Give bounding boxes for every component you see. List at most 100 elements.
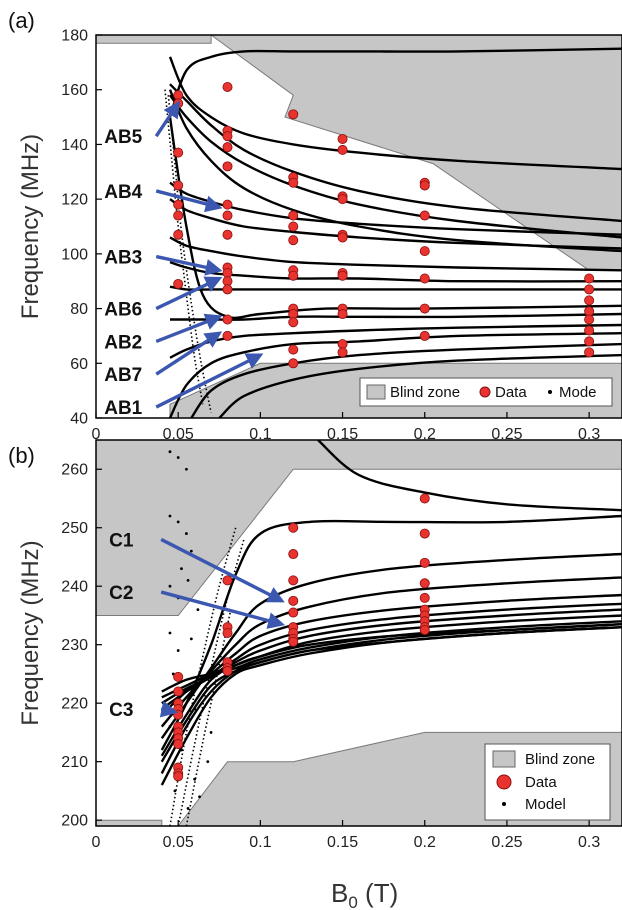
mode-curve [169, 198, 622, 250]
legend-label: Data [495, 384, 527, 401]
mode-curve [161, 620, 622, 693]
legend-swatch-mode [548, 390, 552, 394]
data-point [419, 273, 430, 284]
y-tick-label: 100 [61, 246, 88, 263]
data-point [419, 625, 430, 636]
model-point [168, 584, 172, 588]
legend-label: Blind zone [390, 384, 460, 401]
x-axis-label-unit: (T) [358, 878, 398, 908]
data-point [419, 578, 430, 589]
legend-label: Blind zone [525, 751, 595, 768]
mode-curve [168, 56, 622, 171]
data-point [288, 210, 299, 221]
callout-arrow [155, 189, 223, 213]
x-tick-label: 0.05 [163, 426, 194, 443]
data-point [288, 221, 299, 232]
data-point [288, 595, 299, 606]
y-tick-label: 260 [61, 462, 88, 479]
panel-a: 40 60 80 100 120 140 160 180 0 0.05 0.1 0.15 0.2 0.25… [8, 8, 622, 443]
data-point [584, 314, 595, 325]
callout-arrow [155, 276, 223, 311]
mode-curve [169, 83, 622, 223]
data-point [222, 330, 233, 341]
mode-curve [168, 332, 622, 418]
model-point [176, 649, 180, 652]
data-point [288, 270, 299, 281]
callout-arrow [155, 353, 264, 409]
data-point [419, 330, 430, 341]
x-axis-label-subscript: 0 [348, 893, 357, 910]
mode-curve [168, 47, 622, 118]
model-point [206, 760, 210, 764]
legend: Blind zone Data Mode [359, 377, 613, 407]
data-point [222, 81, 233, 92]
mode-curve [169, 285, 622, 291]
model-dotted-curve [164, 89, 204, 405]
model-point [168, 631, 172, 635]
callout-label: AB2 [104, 332, 142, 353]
y-tick-label: 210 [61, 754, 88, 771]
callout-label: AB1 [104, 398, 142, 419]
model-point [185, 532, 188, 535]
model-point [180, 567, 183, 571]
callout-label: AB5 [104, 127, 142, 148]
model-point [173, 789, 177, 793]
axes-frame [95, 34, 622, 419]
callout-arrow [154, 100, 181, 138]
y-axis-label: Frequency (MHz) [17, 134, 44, 319]
data-point [584, 284, 595, 295]
x-tick-label: 0.2 [414, 426, 436, 443]
data-point [222, 284, 233, 295]
x-tick-label: 0.2 [414, 834, 436, 851]
blind-zone [96, 819, 163, 826]
x-tick-label: 0 [92, 426, 101, 443]
panel-b: 200 210 220 230 240 250 260 0 0.05 0.1 0.15 0.2 0.25… [8, 439, 622, 910]
data-point [173, 199, 184, 210]
x-tick-label: 0.3 [578, 426, 600, 443]
mode-curve [218, 353, 622, 418]
data-point [288, 109, 299, 120]
mode-curve [190, 342, 622, 418]
callout-label: AB7 [104, 365, 142, 386]
callout-label: AB3 [104, 248, 142, 269]
data-point [288, 607, 299, 618]
model-point [189, 549, 193, 553]
data-point [222, 161, 233, 172]
mode-curve [168, 89, 622, 253]
data-point [288, 317, 299, 328]
data-point [584, 295, 595, 306]
data-point [173, 671, 184, 682]
data-point [419, 557, 430, 568]
callout-label: AB6 [104, 300, 142, 321]
callout-arrow [155, 331, 223, 376]
model-point [186, 807, 190, 810]
data-point [419, 303, 430, 314]
data-point [222, 199, 233, 210]
x-tick-label: 0.15 [327, 834, 358, 851]
data-point [173, 709, 184, 720]
callout-label: C3 [109, 700, 133, 721]
data-point [173, 210, 184, 221]
data-point [173, 739, 184, 750]
model-point [176, 456, 180, 459]
data-point [584, 347, 595, 358]
model-point [193, 777, 197, 781]
data-point [173, 686, 184, 697]
x-tick-label: 0.25 [491, 426, 522, 443]
x-tick-label: 0 [92, 834, 101, 851]
model-point [189, 637, 193, 641]
data-point [222, 142, 233, 153]
y-tick-label: 200 [61, 813, 88, 830]
data-point [222, 210, 233, 221]
data-point [288, 358, 299, 369]
data-point [337, 270, 348, 281]
data-point [288, 177, 299, 188]
data-point [584, 325, 595, 336]
y-tick-label: 80 [70, 301, 88, 318]
legend-label: Data [525, 774, 557, 791]
data-point [222, 131, 233, 142]
data-point [584, 336, 595, 347]
data-point [337, 194, 348, 205]
y-tick-label: 250 [61, 520, 88, 537]
